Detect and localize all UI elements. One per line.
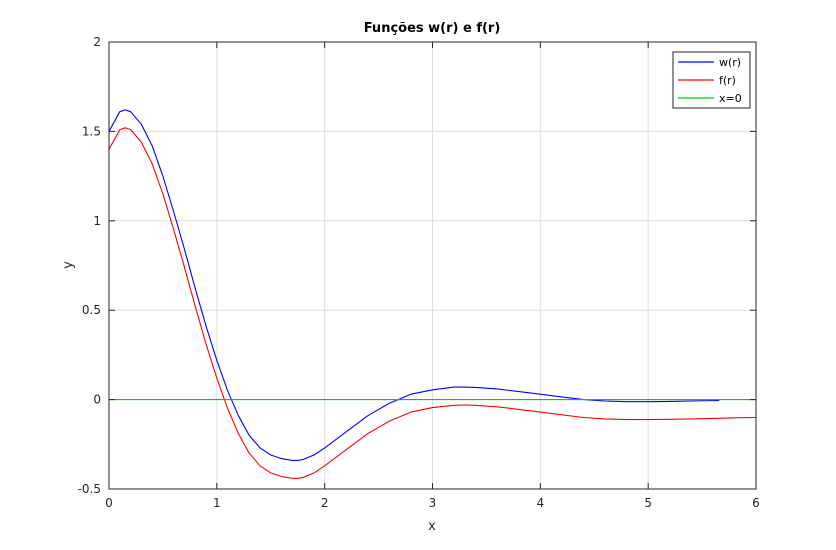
chart-title: Funções w(r) e f(r) [364, 21, 501, 36]
x-axis-label: x [428, 519, 436, 534]
legend-label-f: f(r) [719, 74, 736, 87]
y-tick-label: 0 [93, 393, 101, 407]
x-tick-label: 3 [429, 496, 437, 510]
y-tick-label: 0.5 [82, 303, 101, 317]
x-tick-label: 6 [752, 496, 760, 510]
series-line-f [108, 127, 757, 479]
legend-label-w: w(r) [719, 56, 741, 69]
legend: w(r) f(r) x=0 [672, 51, 751, 109]
y-axis-label: y [61, 261, 76, 269]
x-tick-label: 0 [105, 496, 113, 510]
axis-ticks: 0 1 2 3 4 5 6 -0.5 0 0.5 1 1.5 2 [78, 35, 760, 510]
x-tick-label: 4 [537, 496, 545, 510]
x-tick-label: 2 [321, 496, 329, 510]
y-tick-label: 1.5 [82, 124, 101, 138]
series-line-w [108, 109, 720, 461]
y-tick-label: 1 [93, 214, 101, 228]
x-tick-label: 1 [213, 496, 221, 510]
y-tick-label: 2 [93, 35, 101, 49]
y-tick-label: -0.5 [78, 482, 101, 496]
x-tick-label: 5 [644, 496, 652, 510]
legend-label-x0: x=0 [719, 92, 742, 105]
series-lines [108, 109, 757, 479]
